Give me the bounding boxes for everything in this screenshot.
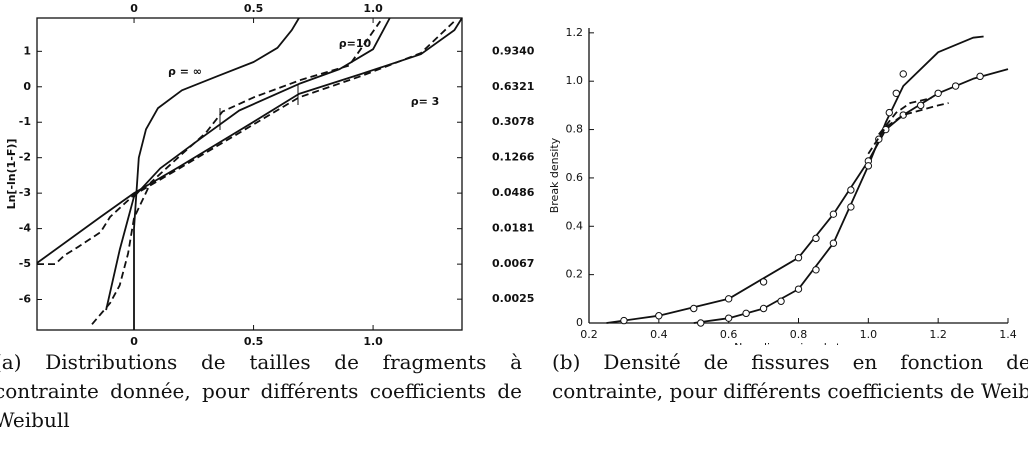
x-tick-label: 0.5 xyxy=(244,335,264,345)
y2-tick-label: 0.0181 xyxy=(492,222,534,235)
y-tick-label: -4 xyxy=(19,222,32,235)
x-axis-label: Non-dimensional stress xyxy=(734,341,863,345)
plot-frame xyxy=(36,17,463,331)
annotation: ρ= 3 xyxy=(411,95,440,108)
x-tick-label: 1.0 xyxy=(363,335,383,345)
y2-tick-label: 0.1266 xyxy=(492,151,535,164)
data-point xyxy=(724,314,733,322)
y-tick-label: -3 xyxy=(19,186,31,199)
caption: (a) Distributions de tailles de fragment… xyxy=(0,350,522,432)
curve xyxy=(105,17,391,311)
y-tick-label: -2 xyxy=(19,151,31,164)
curve xyxy=(91,20,382,325)
charts: 0 0.5 1.0 0 0.5 1.0 -6 -5 -4 -3 -2 -1 0 1 0.9340 0.6321… xyxy=(5,2,1017,345)
data-point xyxy=(864,162,873,170)
x-tick-label: 0 xyxy=(130,335,138,345)
y2-tick-label: 0.9340 xyxy=(492,44,535,57)
data-point xyxy=(724,295,733,303)
data-point xyxy=(917,101,925,110)
y-tick-label: -1 xyxy=(19,115,31,128)
data-point xyxy=(899,70,907,78)
y-axis-label: Break density xyxy=(548,137,561,213)
curve xyxy=(37,20,456,265)
curve xyxy=(133,17,300,330)
data-point xyxy=(829,239,838,247)
data-point xyxy=(951,82,960,90)
curve xyxy=(693,35,984,324)
data-point xyxy=(794,285,803,293)
data-point xyxy=(812,266,820,274)
curve xyxy=(867,102,949,155)
y2-tick-label: 0.6321 xyxy=(492,80,534,93)
data-point xyxy=(777,297,785,305)
annotation: ρ=10 xyxy=(339,37,372,50)
curve xyxy=(36,17,463,264)
data-point xyxy=(690,304,698,313)
y-tick-label: 0.4 xyxy=(566,219,584,232)
curve xyxy=(606,68,1009,324)
x2-tick-label: 0 xyxy=(130,2,138,15)
data-point xyxy=(742,309,750,318)
x-tick-label: 0.4 xyxy=(650,328,668,341)
x2-tick-label: 0.5 xyxy=(244,2,264,15)
data-point xyxy=(759,278,768,286)
y-tick-label: -6 xyxy=(19,293,32,306)
x-tick-label: 0.8 xyxy=(790,328,808,341)
caption: (b) Densité de fissures en fonction de l… xyxy=(552,350,1028,403)
x-tick-label: 0.2 xyxy=(580,328,598,341)
y2-tick-label: 0.0067 xyxy=(492,257,534,270)
y-tick-label: 0.6 xyxy=(566,171,584,184)
y-tick-label: -5 xyxy=(19,257,31,270)
x-tick-label: 0.6 xyxy=(720,328,738,341)
data-point xyxy=(892,89,900,97)
y2-tick-label: 0.3078 xyxy=(492,115,534,128)
y-tick-label: 0.2 xyxy=(566,268,584,281)
data-point xyxy=(794,254,803,262)
curve xyxy=(878,97,932,135)
x2-tick-label: 1.0 xyxy=(363,2,383,15)
y-tick-label: 1.0 xyxy=(566,74,584,87)
y-tick-label: 0.8 xyxy=(566,123,584,136)
data-point xyxy=(829,210,838,218)
data-point xyxy=(847,186,855,194)
data-point xyxy=(847,203,855,211)
data-point xyxy=(620,316,628,325)
data-point xyxy=(934,89,942,97)
annotation: ρ = ∞ xyxy=(168,65,202,78)
data-point xyxy=(885,108,893,117)
data-point xyxy=(697,319,705,327)
x-tick-label: 1.2 xyxy=(929,328,947,341)
y2-tick-label: 0.0025 xyxy=(492,292,534,305)
y-tick-label: 0 xyxy=(23,80,31,93)
data-point xyxy=(976,72,984,81)
y-tick-label: 1.2 xyxy=(566,26,584,39)
data-point xyxy=(655,312,663,320)
x-tick-label: 1.0 xyxy=(860,328,878,341)
y2-tick-label: 0.0486 xyxy=(492,186,535,199)
data-point xyxy=(812,234,820,243)
x-tick-label: 1.4 xyxy=(999,328,1017,341)
y-tick-label: 1 xyxy=(23,44,31,57)
y-axis-label: Ln[-ln(1-F)] xyxy=(5,139,18,210)
data-point xyxy=(759,304,768,313)
y-tick-label: 0 xyxy=(576,316,583,329)
